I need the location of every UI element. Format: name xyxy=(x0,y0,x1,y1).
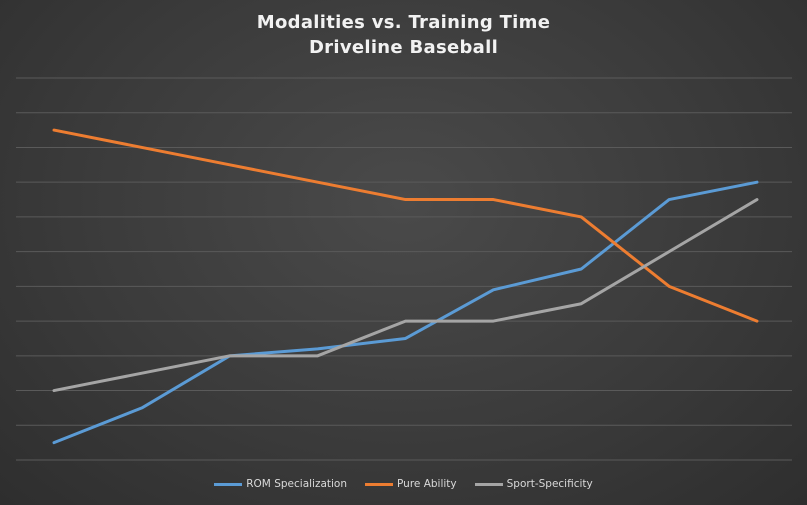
legend-item: Pure Ability xyxy=(365,478,457,490)
legend-label: Sport-Specificity xyxy=(506,478,593,490)
legend-item: ROM Specialization xyxy=(214,478,347,490)
legend-item: Sport-Specificity xyxy=(474,478,593,490)
legend-label: Pure Ability xyxy=(397,478,457,490)
gridlines xyxy=(16,77,792,461)
series-line-sport-specificity xyxy=(52,198,759,393)
series-line-rom-specialization xyxy=(52,180,759,445)
chart-title-main: Modalities vs. Training Time xyxy=(256,12,551,33)
series-line-pure-ability xyxy=(52,128,759,323)
legend-label: ROM Specialization xyxy=(246,478,348,490)
series-lines xyxy=(52,128,759,445)
legend-swatch xyxy=(365,482,394,486)
chart-subtitle: Driveline Baseball xyxy=(308,37,499,58)
chart-title: Modalities vs. Training Time Driveline B… xyxy=(0,10,807,60)
legend-swatch xyxy=(214,482,243,486)
chart-legend: ROM Specialization Pure Ability Sport-Spec… xyxy=(0,478,807,490)
legend-swatch xyxy=(474,482,503,486)
